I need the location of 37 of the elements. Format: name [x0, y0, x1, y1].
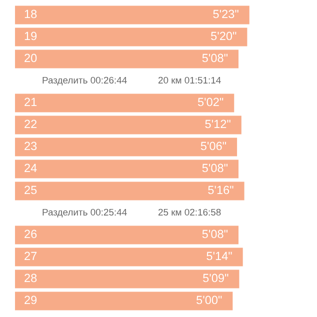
data-label: 5'08": [202, 164, 228, 172]
text: 25 км 02:16:58: [158, 208, 221, 216]
category-label: 29: [24, 296, 37, 304]
data-label: 5'23": [213, 10, 238, 18]
data-label: 5'08": [202, 54, 228, 62]
data-label: 5'08": [202, 230, 228, 238]
category-label: 24: [24, 164, 37, 172]
bar: [15, 292, 233, 310]
bar: [15, 248, 243, 266]
category-label: 19: [24, 32, 37, 40]
category-label: 27: [24, 252, 37, 260]
bar: [15, 182, 244, 200]
data-label: 5'00": [196, 296, 222, 304]
data-label: 5'06": [200, 142, 226, 150]
category-label: 21: [24, 98, 37, 106]
category-label: 28: [24, 274, 37, 282]
bar: [15, 116, 242, 134]
category-label: 25: [24, 186, 37, 194]
text: 20 км 01:51:14: [158, 76, 221, 84]
bar: [15, 270, 240, 288]
bar: [15, 94, 234, 112]
text: Разделить 00:26:44: [42, 76, 127, 86]
category-label: 26: [24, 230, 37, 238]
data-label: 5'12": [205, 120, 230, 128]
bar: [15, 138, 238, 156]
bar: [15, 226, 238, 244]
category-label: 20: [24, 54, 37, 62]
text: Разделить 00:25:44: [42, 208, 127, 218]
data-label: 5'20": [211, 32, 236, 40]
category-label: 22: [24, 120, 37, 128]
category-label: 23: [24, 142, 37, 150]
category-label: 18: [24, 10, 37, 18]
data-label: 5'14": [206, 252, 232, 260]
bar: [15, 160, 238, 178]
data-label: 5'16": [208, 186, 234, 194]
data-label: 5'02": [198, 98, 224, 106]
data-label: 5'09": [203, 274, 228, 282]
